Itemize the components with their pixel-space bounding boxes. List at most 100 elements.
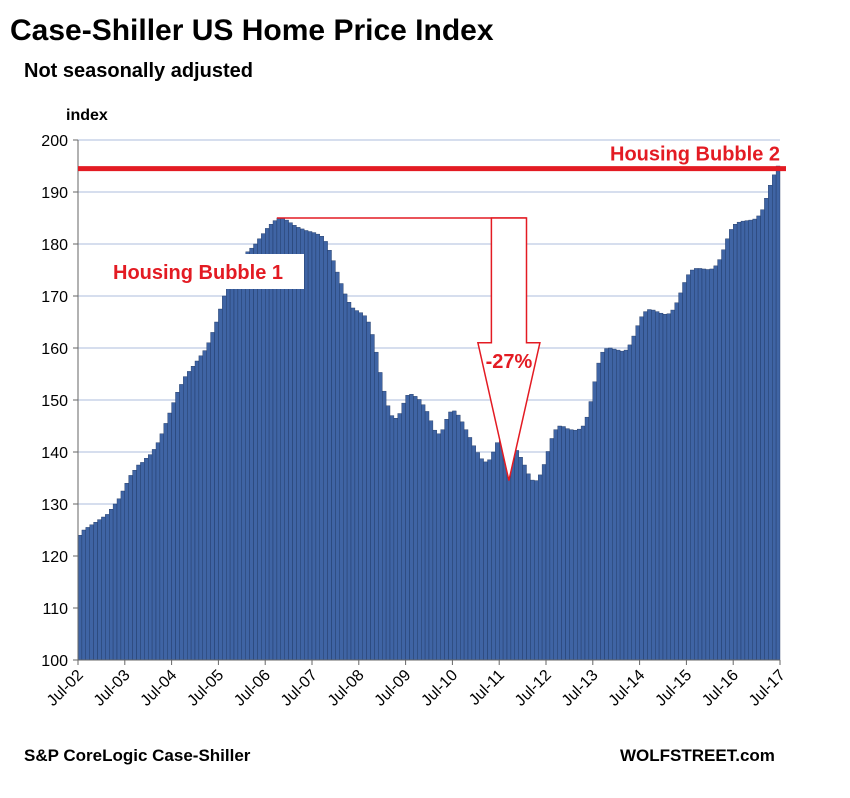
bar: [643, 311, 648, 661]
y-tick-label: 160: [41, 341, 68, 358]
bar: [514, 450, 519, 661]
bubble1-label: Housing Bubble 1: [113, 262, 283, 284]
bar: [155, 442, 161, 661]
bar: [323, 241, 328, 661]
bar: [748, 219, 753, 661]
bar: [374, 351, 379, 661]
chart-title: Case-Shiller US Home Price Index: [10, 14, 494, 47]
bar: [319, 235, 324, 661]
bar: [436, 433, 441, 661]
bar: [705, 269, 711, 661]
bar: [440, 429, 445, 661]
bar: [584, 416, 590, 661]
bar: [253, 243, 258, 661]
y-tick-label: 180: [41, 237, 68, 254]
decline-arrow: [476, 217, 541, 481]
bar: [128, 475, 133, 661]
bar: [444, 419, 449, 661]
bar: [463, 429, 469, 661]
bar: [752, 218, 757, 661]
bar: [120, 490, 126, 661]
bar: [186, 371, 192, 661]
bar: [658, 312, 664, 661]
y-tick-label: 150: [41, 393, 68, 410]
x-tick-label: Jul-07: [278, 667, 321, 710]
y-tick-label: 110: [42, 601, 68, 618]
bar: [717, 259, 722, 661]
bar: [479, 458, 484, 661]
x-tick-label: Jul-09: [372, 667, 415, 710]
bar: [460, 421, 465, 661]
y-tick-label: 170: [41, 289, 68, 306]
bar: [389, 415, 395, 661]
bar: [725, 238, 730, 661]
x-tick-label: Jul-04: [138, 667, 181, 710]
x-tick-label: Jul-11: [466, 667, 508, 709]
bar: [697, 268, 703, 661]
bar: [526, 473, 531, 661]
bar-series: [77, 165, 781, 661]
bar: [768, 185, 773, 661]
bar: [510, 445, 515, 661]
bar: [577, 428, 582, 661]
bar: [600, 351, 605, 661]
bar: [233, 264, 239, 661]
bar: [647, 309, 652, 661]
bar: [604, 348, 609, 661]
bar: [331, 260, 336, 661]
bar: [678, 292, 683, 661]
bar: [701, 268, 707, 661]
y-axis-label: index: [66, 107, 108, 124]
bar: [206, 342, 211, 661]
bar: [124, 483, 129, 661]
bar: [202, 350, 207, 661]
bar: [89, 524, 94, 661]
bar: [304, 230, 309, 661]
bar: [311, 232, 317, 661]
bar: [249, 247, 254, 661]
x-tick-label: Jul-03: [91, 667, 134, 710]
annotations: Housing Bubble 2 -27% Housing Bubble 1: [78, 144, 786, 481]
bar: [315, 233, 320, 661]
reference-line-label: Housing Bubble 2: [610, 144, 780, 166]
bar: [382, 390, 387, 661]
y-tick-label: 120: [41, 549, 68, 566]
bar: [483, 461, 488, 661]
bar: [140, 462, 145, 661]
bar: [370, 334, 375, 661]
bar: [190, 366, 196, 661]
bar: [409, 394, 414, 661]
y-tick-label: 200: [41, 133, 68, 150]
bar: [740, 220, 746, 661]
bar: [366, 321, 371, 661]
bar: [538, 474, 543, 661]
bar: [428, 420, 434, 661]
bar: [729, 229, 734, 661]
bar: [292, 225, 297, 661]
bar: [775, 165, 781, 661]
bar: [81, 529, 87, 661]
x-tick-label: Jul-12: [512, 667, 555, 710]
bar: [573, 429, 578, 661]
bar: [592, 381, 597, 661]
y-tick-label: 130: [41, 497, 68, 514]
bar: [772, 174, 777, 661]
bar: [101, 516, 106, 661]
bar: [549, 438, 555, 661]
bar: [112, 503, 118, 661]
brand-credit: WOLFSTREET.com: [620, 746, 775, 765]
chart-subtitle: Not seasonally adjusted: [24, 60, 253, 82]
bar: [378, 372, 383, 661]
bar: [557, 425, 562, 661]
bar: [144, 458, 149, 661]
bar: [674, 302, 679, 661]
bar: [77, 535, 83, 661]
bar: [183, 376, 188, 661]
bar: [218, 308, 223, 661]
bar: [518, 457, 523, 661]
bar: [553, 429, 558, 661]
bar: [424, 411, 430, 661]
bar: [569, 429, 574, 661]
bar: [358, 312, 363, 661]
y-tick-label: 140: [41, 445, 68, 462]
